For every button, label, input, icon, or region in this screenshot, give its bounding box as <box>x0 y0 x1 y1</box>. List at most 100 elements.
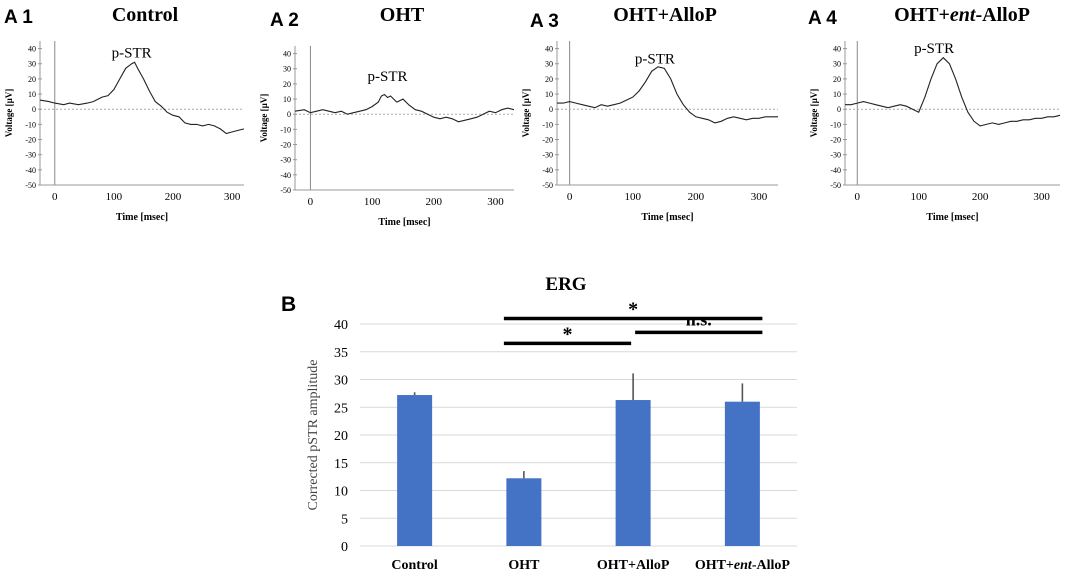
y-tick-label: -40 <box>830 166 841 175</box>
y-tick-label: -30 <box>25 151 36 160</box>
voltage-trace-line <box>557 66 778 124</box>
chart-title-b: ERG <box>545 274 586 295</box>
y-tick-label: 30 <box>28 60 36 69</box>
category-label-part: ent <box>734 558 753 571</box>
y-tick-label: 10 <box>833 90 841 99</box>
x-tick-label: 300 <box>1033 191 1050 203</box>
y-tick-label: 30 <box>545 60 553 69</box>
voltage-trace-line <box>294 93 515 123</box>
y-axis-label: Voltage [µV] <box>259 94 269 143</box>
x-tick-label: 100 <box>106 191 123 203</box>
category-label-part: Control <box>391 558 438 571</box>
y-tick-label: 10 <box>28 90 36 99</box>
y-tick-label: -50 <box>280 186 291 195</box>
y-tick-label: 40 <box>334 318 348 333</box>
panel-label-a2: A 2 <box>270 10 299 31</box>
chart-title-a4-part-3: -AlloP <box>975 4 1029 26</box>
y-tick-label: 15 <box>334 457 348 472</box>
y-tick-label: -40 <box>280 171 291 180</box>
y-tick-label: 40 <box>28 45 36 54</box>
x-tick-label: 200 <box>165 191 182 203</box>
y-tick-label: -20 <box>830 136 841 145</box>
panel-label-a4: A 4 <box>808 8 837 29</box>
bar-3 <box>615 400 651 546</box>
chart-title-a4: OHT+ent-AlloP <box>894 4 1030 26</box>
significance-label-3: n.s. <box>686 309 712 329</box>
y-tick-label: -10 <box>280 125 291 134</box>
y-tick-label: -40 <box>25 166 36 175</box>
y-tick-label: -20 <box>25 136 36 145</box>
y-tick-label: 10 <box>283 95 291 104</box>
y-tick-label: 20 <box>334 429 348 444</box>
y-tick-label: 35 <box>334 346 348 361</box>
y-tick-label: 25 <box>334 401 348 416</box>
panel-b-erg: B ERG 0 5 10 15 20 25 30 35 40 Control OHT OHT+Allo… <box>281 274 797 571</box>
bar-2 <box>506 478 542 546</box>
y-tick-label: 30 <box>334 374 348 389</box>
bar-1 <box>397 395 433 546</box>
x-tick-label: 0 <box>567 191 573 203</box>
bar-4 <box>724 401 760 546</box>
chart-title-a3: OHT+AlloP <box>613 4 717 26</box>
y-tick-label: 40 <box>283 50 291 59</box>
y-tick-label: -50 <box>25 181 36 190</box>
x-tick-label: 100 <box>625 191 642 203</box>
y-tick-label: 0 <box>32 105 36 114</box>
x-tick-label: 0 <box>855 191 861 203</box>
category-label-part: -AlloP <box>752 558 791 571</box>
y-tick-label: 0 <box>549 105 553 114</box>
y-axis-label: Voltage [µV] <box>521 89 531 138</box>
chart-title-a4-part-1: OHT+ <box>894 4 950 26</box>
x-tick-label: 200 <box>426 196 443 208</box>
category-label-1: Control <box>391 558 438 571</box>
x-axis-label: Time [msec] <box>378 217 430 228</box>
y-tick-label: -20 <box>542 136 553 145</box>
significance-label-2: * <box>563 323 573 345</box>
x-tick-label: 100 <box>364 196 381 208</box>
y-tick-label: 40 <box>833 45 841 54</box>
y-tick-label: 0 <box>837 105 841 114</box>
p-str-annotation: p-STR <box>914 41 954 57</box>
y-axis-label: Voltage [µV] <box>809 89 819 138</box>
category-label-2: OHT <box>508 558 540 571</box>
y-tick-label: 10 <box>545 90 553 99</box>
y-tick-label: -10 <box>25 120 36 129</box>
p-str-annotation: p-STR <box>112 46 152 62</box>
x-axis-label: Time [msec] <box>926 212 978 223</box>
panel-a4-oht-ent-allop: A 4 OHT+ent-AlloP 403020100-10-20-30-40-… <box>808 4 1061 223</box>
p-str-annotation: p-STR <box>635 52 675 68</box>
category-label-part: OHT+ <box>695 558 734 571</box>
panel-label-a3: A 3 <box>530 11 559 32</box>
y-tick-label: 20 <box>545 75 553 84</box>
y-tick-label: 40 <box>545 45 553 54</box>
x-tick-label: 300 <box>487 196 504 208</box>
x-axis-label: Time [msec] <box>641 212 693 223</box>
x-tick-label: 0 <box>308 196 314 208</box>
y-tick-label: -40 <box>542 166 553 175</box>
y-tick-label: 0 <box>341 540 348 555</box>
chart-title-a4-part-2: ent <box>950 4 977 26</box>
x-axis-label: Time [msec] <box>116 212 168 223</box>
y-axis-label: Corrected pSTR amplitude <box>306 360 321 511</box>
chart-title-a2: OHT <box>380 4 425 26</box>
y-tick-label: -50 <box>542 181 553 190</box>
category-label-3: OHT+AlloP <box>597 558 670 571</box>
y-tick-label: 0 <box>287 110 291 119</box>
x-tick-label: 200 <box>688 191 705 203</box>
p-str-annotation: p-STR <box>368 69 408 85</box>
chart-title-a1: Control <box>112 4 179 26</box>
y-tick-label: -20 <box>280 141 291 150</box>
category-label-part: OHT <box>508 558 540 571</box>
y-tick-label: -30 <box>542 151 553 160</box>
bar-chart-b: 0 5 10 15 20 25 30 35 40 Control OHT OHT+AlloP OHT+e… <box>306 298 797 571</box>
y-tick-label: -30 <box>280 156 291 165</box>
category-label-4: OHT+ent-AlloP <box>695 558 791 571</box>
x-tick-label: 300 <box>751 191 768 203</box>
